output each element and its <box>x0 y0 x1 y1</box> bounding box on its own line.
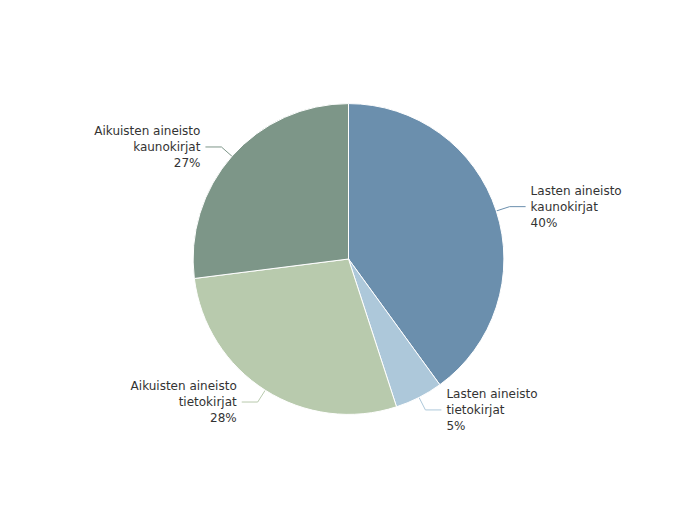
svg-text:Lasten aineisto: Lasten aineisto <box>531 184 622 198</box>
svg-text:5%: 5% <box>446 419 465 433</box>
svg-text:28%: 28% <box>210 411 237 425</box>
svg-text:40%: 40% <box>531 216 558 230</box>
svg-text:Lasten aineisto: Lasten aineisto <box>446 387 537 401</box>
svg-text:kaunokirjat: kaunokirjat <box>133 140 201 154</box>
svg-text:tietokirjat: tietokirjat <box>446 403 504 417</box>
svg-text:Aikuisten aineisto: Aikuisten aineisto <box>94 124 200 138</box>
svg-text:kaunokirjat: kaunokirjat <box>531 200 599 214</box>
svg-text:tietokirjat: tietokirjat <box>179 395 237 409</box>
svg-text:27%: 27% <box>174 156 201 170</box>
svg-text:Aikuisten aineisto: Aikuisten aineisto <box>131 379 237 393</box>
